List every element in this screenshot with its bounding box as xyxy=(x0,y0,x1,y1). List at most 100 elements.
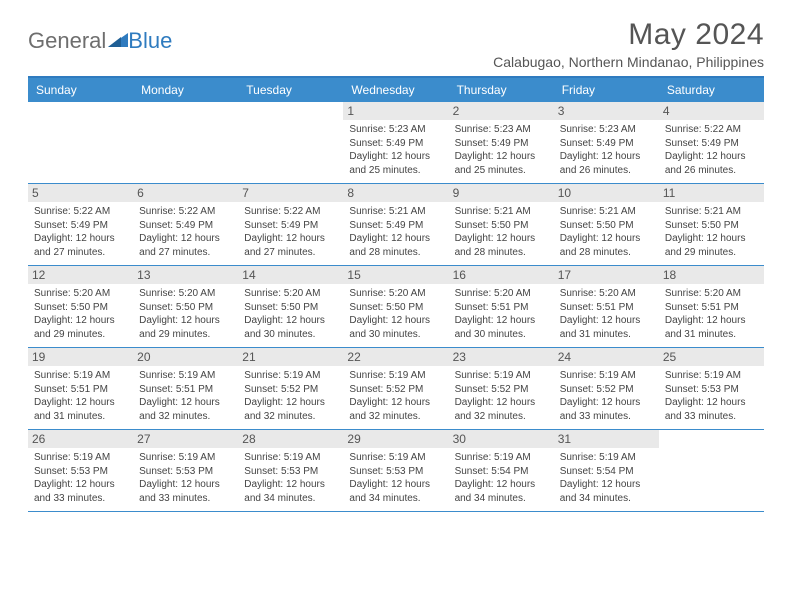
day-number: 3 xyxy=(554,102,659,120)
day-header: Monday xyxy=(133,78,238,102)
sunrise-text: Sunrise: 5:20 AM xyxy=(139,287,232,301)
calendar-page: General Blue May 2024 Calabugao, Norther… xyxy=(0,0,792,524)
day-info: Sunrise: 5:19 AMSunset: 5:53 PMDaylight:… xyxy=(139,451,232,505)
daylight-text: Daylight: 12 hours and 26 minutes. xyxy=(665,150,758,177)
sunset-text: Sunset: 5:50 PM xyxy=(349,301,442,315)
sunrise-text: Sunrise: 5:19 AM xyxy=(244,451,337,465)
sunrise-text: Sunrise: 5:19 AM xyxy=(349,369,442,383)
day-number: 19 xyxy=(28,348,133,366)
day-number: 14 xyxy=(238,266,343,284)
sunset-text: Sunset: 5:53 PM xyxy=(244,465,337,479)
sunset-text: Sunset: 5:52 PM xyxy=(560,383,653,397)
day-info: Sunrise: 5:20 AMSunset: 5:50 PMDaylight:… xyxy=(349,287,442,341)
day-cell: 1 Sunrise: 5:23 AMSunset: 5:49 PMDaylight… xyxy=(343,102,448,183)
day-number: 28 xyxy=(238,430,343,448)
day-cell: 23Sunrise: 5:19 AMSunset: 5:52 PMDayligh… xyxy=(449,348,554,429)
daylight-text: Daylight: 12 hours and 29 minutes. xyxy=(34,314,127,341)
day-cell: 30Sunrise: 5:19 AMSunset: 5:54 PMDayligh… xyxy=(449,430,554,511)
day-number: 11 xyxy=(659,184,764,202)
day-number: 16 xyxy=(449,266,554,284)
sunrise-text: Sunrise: 5:19 AM xyxy=(560,369,653,383)
daylight-text: Daylight: 12 hours and 26 minutes. xyxy=(560,150,653,177)
day-info: Sunrise: 5:21 AMSunset: 5:50 PMDaylight:… xyxy=(455,205,548,259)
sunrise-text: Sunrise: 5:22 AM xyxy=(665,123,758,137)
day-header: Tuesday xyxy=(238,78,343,102)
day-number: 9 xyxy=(449,184,554,202)
sunset-text: Sunset: 5:51 PM xyxy=(665,301,758,315)
sunset-text: Sunset: 5:49 PM xyxy=(349,137,442,151)
sunset-text: Sunset: 5:51 PM xyxy=(560,301,653,315)
day-info: Sunrise: 5:20 AMSunset: 5:50 PMDaylight:… xyxy=(244,287,337,341)
day-header: Saturday xyxy=(659,78,764,102)
day-info: Sunrise: 5:20 AMSunset: 5:50 PMDaylight:… xyxy=(139,287,232,341)
weeks-container: ...1Sunrise: 5:23 AMSunset: 5:49 PMDayli… xyxy=(28,102,764,512)
daylight-text: Daylight: 12 hours and 30 minutes. xyxy=(455,314,548,341)
sunrise-text: Sunrise: 5:19 AM xyxy=(34,451,127,465)
sunrise-text: Sunrise: 5:19 AM xyxy=(455,369,548,383)
day-cell: . xyxy=(133,102,238,183)
daylight-text: Daylight: 12 hours and 34 minutes. xyxy=(244,478,337,505)
day-number: 26 xyxy=(28,430,133,448)
day-cell: 25Sunrise: 5:19 AMSunset: 5:53 PMDayligh… xyxy=(659,348,764,429)
daylight-text: Daylight: 12 hours and 28 minutes. xyxy=(455,232,548,259)
day-cell: . xyxy=(659,430,764,511)
day-cell: 8Sunrise: 5:21 AMSunset: 5:49 PMDaylight… xyxy=(343,184,448,265)
day-info: Sunrise: 5:23 AMSunset: 5:49 PMDaylight:… xyxy=(349,123,442,177)
sunset-text: Sunset: 5:49 PM xyxy=(349,219,442,233)
sunset-text: Sunset: 5:51 PM xyxy=(34,383,127,397)
daylight-text: Daylight: 12 hours and 30 minutes. xyxy=(244,314,337,341)
day-number: 29 xyxy=(343,430,448,448)
sunset-text: Sunset: 5:54 PM xyxy=(560,465,653,479)
day-number: 5 xyxy=(28,184,133,202)
daylight-text: Daylight: 12 hours and 27 minutes. xyxy=(244,232,337,259)
day-cell: 4Sunrise: 5:22 AMSunset: 5:49 PMDaylight… xyxy=(659,102,764,183)
day-cell: 24Sunrise: 5:19 AMSunset: 5:52 PMDayligh… xyxy=(554,348,659,429)
day-info: Sunrise: 5:22 AMSunset: 5:49 PMDaylight:… xyxy=(665,123,758,177)
daylight-text: Daylight: 12 hours and 34 minutes. xyxy=(455,478,548,505)
daylight-text: Daylight: 12 hours and 32 minutes. xyxy=(349,396,442,423)
day-number: 10 xyxy=(554,184,659,202)
day-info: Sunrise: 5:20 AMSunset: 5:51 PMDaylight:… xyxy=(560,287,653,341)
sunset-text: Sunset: 5:53 PM xyxy=(665,383,758,397)
sunrise-text: Sunrise: 5:20 AM xyxy=(244,287,337,301)
day-number: 1 xyxy=(343,102,448,120)
day-header: Thursday xyxy=(449,78,554,102)
sunset-text: Sunset: 5:53 PM xyxy=(139,465,232,479)
day-info: Sunrise: 5:21 AMSunset: 5:49 PMDaylight:… xyxy=(349,205,442,259)
daylight-text: Daylight: 12 hours and 29 minutes. xyxy=(665,232,758,259)
sunset-text: Sunset: 5:50 PM xyxy=(665,219,758,233)
day-cell: 27Sunrise: 5:19 AMSunset: 5:53 PMDayligh… xyxy=(133,430,238,511)
day-number: 24 xyxy=(554,348,659,366)
day-number: 21 xyxy=(238,348,343,366)
day-info: Sunrise: 5:22 AMSunset: 5:49 PMDaylight:… xyxy=(244,205,337,259)
day-info: Sunrise: 5:19 AMSunset: 5:51 PMDaylight:… xyxy=(139,369,232,423)
day-cell: 15Sunrise: 5:20 AMSunset: 5:50 PMDayligh… xyxy=(343,266,448,347)
sunrise-text: Sunrise: 5:19 AM xyxy=(139,451,232,465)
sunrise-text: Sunrise: 5:21 AM xyxy=(665,205,758,219)
day-cell: 3Sunrise: 5:23 AMSunset: 5:49 PMDaylight… xyxy=(554,102,659,183)
sunset-text: Sunset: 5:52 PM xyxy=(349,383,442,397)
daylight-text: Daylight: 12 hours and 32 minutes. xyxy=(139,396,232,423)
daylight-text: Daylight: 12 hours and 33 minutes. xyxy=(665,396,758,423)
day-cell: 16 Sunrise: 5:20 AMSunset: 5:51 PMDayligh… xyxy=(449,266,554,347)
daylight-text: Daylight: 12 hours and 25 minutes. xyxy=(455,150,548,177)
sunset-text: Sunset: 5:50 PM xyxy=(244,301,337,315)
daylight-text: Daylight: 12 hours and 31 minutes. xyxy=(665,314,758,341)
day-info: Sunrise: 5:19 AMSunset: 5:53 PMDaylight:… xyxy=(244,451,337,505)
day-cell: 7Sunrise: 5:22 AMSunset: 5:49 PMDaylight… xyxy=(238,184,343,265)
day-info: Sunrise: 5:21 AMSunset: 5:50 PMDaylight:… xyxy=(665,205,758,259)
sunset-text: Sunset: 5:51 PM xyxy=(139,383,232,397)
daylight-text: Daylight: 12 hours and 30 minutes. xyxy=(349,314,442,341)
day-info: Sunrise: 5:19 AMSunset: 5:52 PMDaylight:… xyxy=(244,369,337,423)
sunset-text: Sunset: 5:53 PM xyxy=(349,465,442,479)
sunrise-text: Sunrise: 5:20 AM xyxy=(349,287,442,301)
day-number: 22 xyxy=(343,348,448,366)
logo-text-blue: Blue xyxy=(128,28,172,54)
day-cell: 26Sunrise: 5:19 AMSunset: 5:53 PMDayligh… xyxy=(28,430,133,511)
day-number: 13 xyxy=(133,266,238,284)
sunset-text: Sunset: 5:54 PM xyxy=(455,465,548,479)
day-number: 2 xyxy=(449,102,554,120)
day-number: 25 xyxy=(659,348,764,366)
day-info: Sunrise: 5:20 AMSunset: 5:51 PMDaylight:… xyxy=(455,287,548,341)
day-cell: 5Sunrise: 5:22 AMSunset: 5:49 PMDaylight… xyxy=(28,184,133,265)
